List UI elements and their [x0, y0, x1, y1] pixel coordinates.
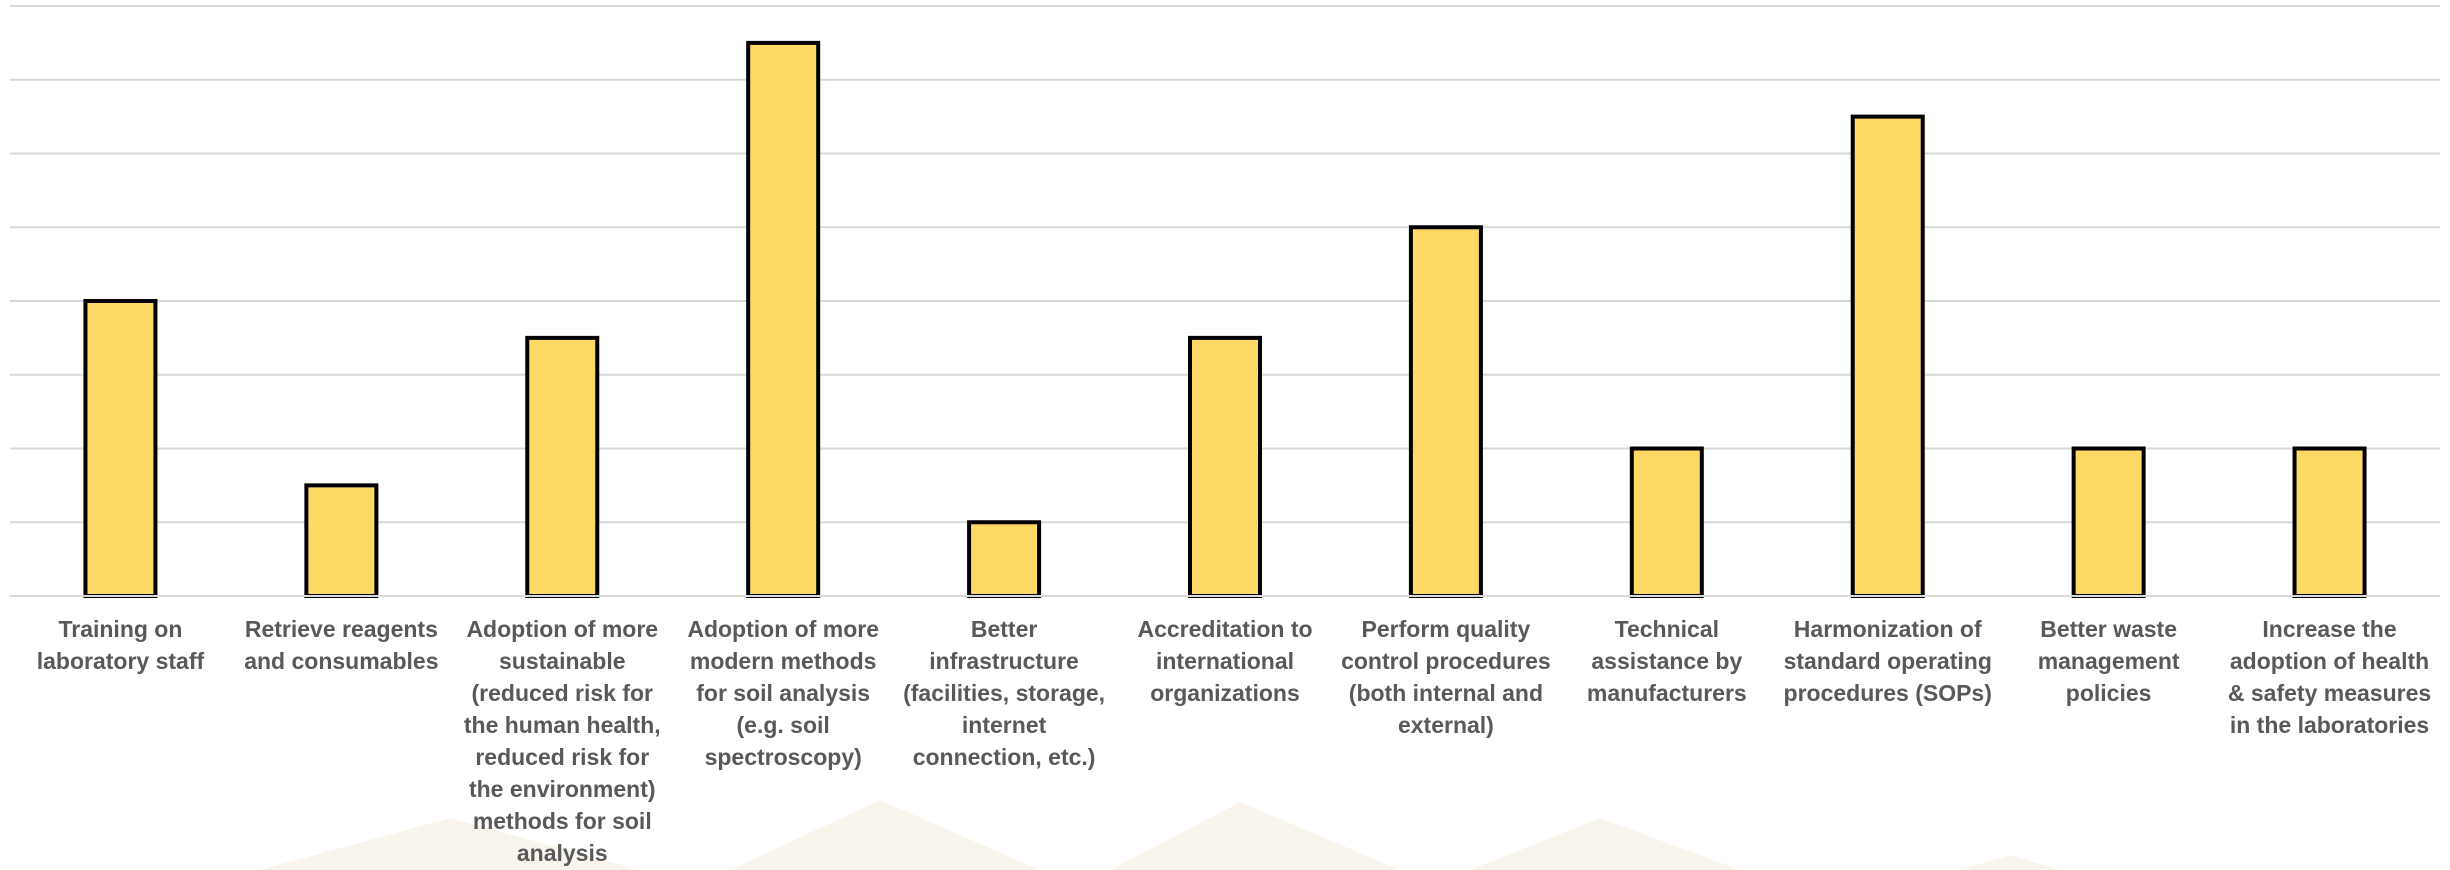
bar: [83, 299, 158, 598]
bar: [967, 520, 1042, 598]
x-tick-label: Harmonization of standard operating proc…: [1783, 616, 1992, 706]
x-tick-label: Retrieve reagents and consumables: [244, 616, 439, 674]
bar: [746, 40, 821, 598]
bar: [2292, 446, 2367, 598]
bar: [525, 335, 600, 598]
x-tick-label: Adoption of more sustainable (reduced ri…: [463, 616, 661, 866]
bars: [83, 40, 2367, 598]
x-tick-label: Increase the adoption of health & safety…: [2227, 616, 2432, 738]
x-tick-label: Accreditation to international organizat…: [1137, 616, 1313, 706]
bar: [1188, 335, 1262, 598]
x-tick-label: Training on laboratory staff: [36, 616, 205, 674]
bar: [2071, 446, 2146, 598]
x-tick-label: Perform quality control procedures (both…: [1341, 616, 1551, 738]
x-tick-label: Adoption of more modern methods for soil…: [687, 616, 879, 770]
x-tick-label: Better infrastructure (facilities, stora…: [903, 616, 1106, 770]
bar: [1408, 225, 1483, 598]
bar: [304, 483, 379, 598]
x-tick-label: Better waste management policies: [2037, 616, 2180, 706]
bar: [1850, 114, 1925, 598]
x-tick-label: Technical assistance by manufacturers: [1586, 616, 1747, 706]
bar: [1629, 446, 1704, 598]
